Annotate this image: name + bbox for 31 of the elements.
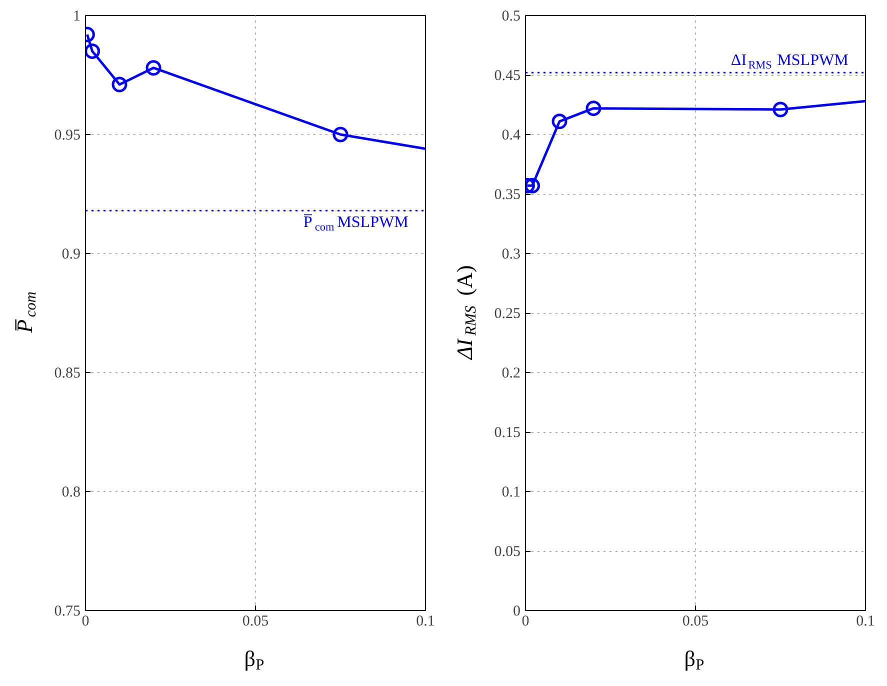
- y-tick-label: 0.5: [502, 8, 520, 24]
- y-tick-label: 0.95: [54, 128, 80, 144]
- y-tick-label: 0.4: [502, 128, 521, 144]
- y-tick-label: 0.25: [494, 306, 520, 322]
- y-tick-label: 0.45: [494, 68, 520, 84]
- y-tick-label: 1: [73, 8, 80, 24]
- y-axis-title: P̅com: [12, 291, 40, 334]
- x-tick-label: 0.05: [682, 614, 709, 630]
- y-tick-label: 0.1: [502, 484, 520, 500]
- y-axis-title: ΔIRMS (A): [452, 265, 480, 360]
- y-tick-label: 0.85: [54, 366, 80, 382]
- point: [332, 126, 348, 142]
- x-tick-label: 0.1: [416, 614, 435, 630]
- y-tick-label: 0.15: [494, 425, 520, 441]
- x-tick-label: 0.1: [856, 614, 875, 630]
- point: [772, 102, 788, 118]
- point: [86, 43, 100, 59]
- y-tick-label: 0.2: [502, 366, 520, 382]
- point: [552, 114, 568, 130]
- y-tick-label: 0: [513, 604, 520, 620]
- point: [526, 178, 540, 194]
- y-tick-label: 0.75: [54, 604, 80, 620]
- y-tick-label: 0.3: [502, 246, 520, 262]
- point: [112, 76, 128, 92]
- y-tick-label: 0.35: [494, 187, 520, 203]
- y-tick-label: 0.8: [62, 484, 80, 500]
- y-tick-label: 0.9: [62, 246, 80, 262]
- x-tick-label: 0.05: [242, 614, 269, 630]
- point: [146, 60, 162, 76]
- point: [586, 100, 602, 116]
- y-tick-label: 0.05: [494, 544, 520, 560]
